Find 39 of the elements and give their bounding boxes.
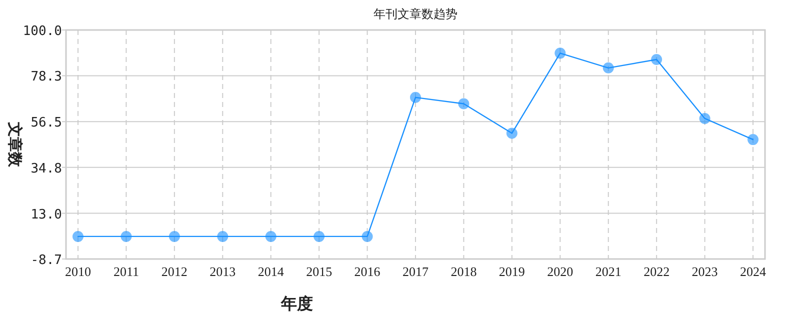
point [458, 98, 470, 110]
x-tick-label: 2014 [258, 264, 284, 279]
x-tick-label: 2019 [498, 264, 525, 279]
x-tick-label: 2012 [161, 264, 188, 279]
y-tick-label: 78.3 [30, 70, 62, 85]
point [748, 134, 758, 146]
x-tick-label: 2022 [644, 264, 670, 279]
point [217, 230, 228, 242]
point [314, 230, 325, 242]
point [602, 62, 614, 74]
point [265, 230, 276, 242]
chart-title: 年刊文章数趋势 [374, 7, 458, 21]
x-tick-label: 2011 [113, 264, 139, 279]
x-tick-label: 2017 [402, 264, 429, 279]
x-tick-label: 2016 [354, 264, 381, 279]
x-tick-label: 2024 [740, 264, 766, 279]
x-tick-label: 2020 [547, 264, 574, 279]
point [506, 128, 518, 139]
y-tick-label: 34.8 [30, 161, 62, 176]
y-tick-label: 100.0 [22, 24, 62, 39]
point [168, 230, 180, 242]
x-tick-label: 2013 [210, 264, 236, 279]
y-tick-label: 13.0 [30, 207, 62, 222]
point [651, 54, 662, 65]
x-axis-title: 年度 [280, 294, 313, 313]
x-tick-label: 2018 [450, 264, 477, 279]
point [554, 48, 566, 59]
x-tick-label: 2015 [306, 264, 332, 279]
y-tick-label: -8.7 [30, 253, 62, 268]
y-axis-title: 文章数 [6, 121, 24, 168]
point [120, 230, 132, 242]
point [699, 112, 710, 124]
point [410, 92, 421, 103]
point [362, 230, 373, 242]
x-tick-label: 2023 [692, 264, 718, 279]
x-tick-label: 2010 [65, 264, 91, 279]
y-tick-label: 56.5 [30, 116, 62, 131]
point [72, 230, 84, 242]
x-tick-label: 2021 [595, 264, 622, 279]
